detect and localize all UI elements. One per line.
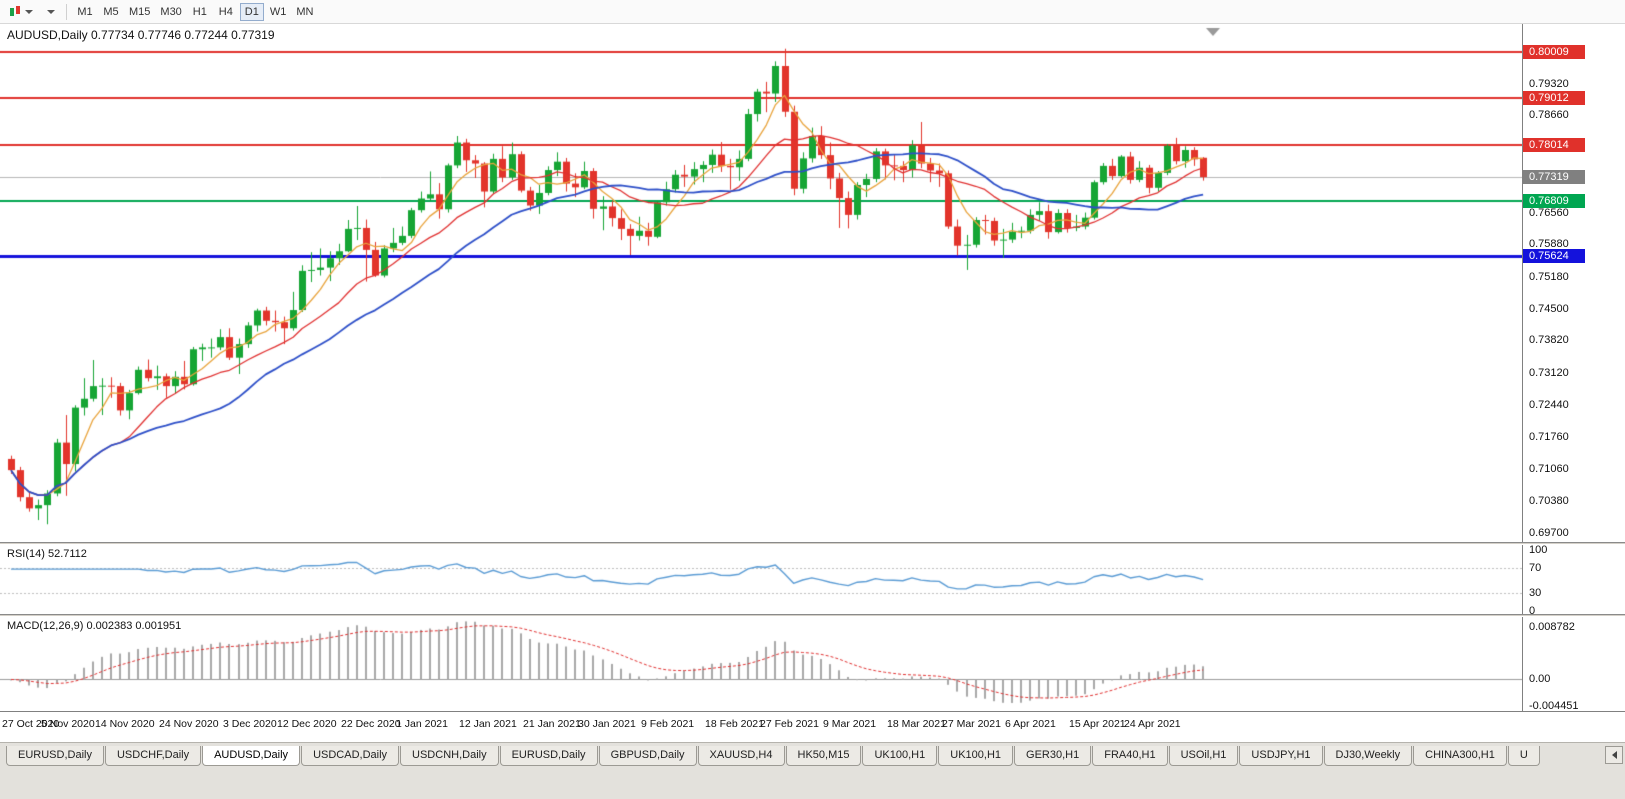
macd-axis-label: 0.00 [1529,673,1551,685]
time-axis-label: 27 Feb 2021 [760,718,819,730]
chart-tab-dj30-weekly[interactable]: DJ30,Weekly [1323,746,1413,766]
chart-tab-china300-h1[interactable]: CHINA300,H1 [1413,746,1507,766]
time-axis-label: 18 Mar 2021 [887,718,946,730]
rsi-axis-label: 30 [1529,587,1542,599]
chart-tab-row: EURUSD,Daily USDCHF,Daily AUDUSD,Daily USDC… [0,743,1625,769]
main-chart-canvas[interactable] [0,24,1522,542]
time-axis-label: 24 Apr 2021 [1124,718,1181,730]
time-axis-label: 9 Mar 2021 [823,718,877,730]
chart-tab-gbpusd-daily[interactable]: GBPUSD,Daily [598,746,697,766]
time-axis-label: 27 Oct 2020 [2,718,60,730]
chart-tab-u[interactable]: U [1507,746,1540,766]
caret-down-icon [47,9,55,14]
panel-separator[interactable] [0,614,1625,617]
chart-tab-audusd-daily[interactable]: AUDUSD,Daily [202,746,301,766]
chart-tab-usdchf-daily[interactable]: USDCHF,Daily [104,746,202,766]
price-line-label-0.80009[interactable]: 0.80009 [1523,45,1585,59]
price-axis-label: 0.71760 [1529,431,1569,443]
time-axis-label: 27 Mar 2021 [942,718,1001,730]
chart-type-button[interactable] [4,2,38,22]
chart-tab-usdcnh-daily[interactable]: USDCNH,Daily [400,746,499,766]
chart-tab-xauusd-h4[interactable]: XAUUSD,H4 [697,746,785,766]
chart-tab-ger30-h1[interactable]: GER30,H1 [1014,746,1092,766]
time-axis-label: 15 Apr 2021 [1069,718,1126,730]
chart-tab-uk100-h1[interactable]: UK100,H1 [938,746,1014,766]
chart-toolbar: M1 M5 M15 M30 H1 H4 D1 W1 MN [0,0,1625,24]
macd-canvas[interactable] [0,617,1522,711]
time-axis-label: 14 Nov 2020 [95,718,155,730]
timeframe-button-m5[interactable]: M5 [103,5,119,18]
timeframe-button-m15[interactable]: M15 [129,5,151,18]
timeframes-dropdown-button[interactable] [39,2,60,22]
caret-down-icon [25,9,33,14]
price-line-label-0.78014[interactable]: 0.78014 [1523,138,1585,152]
price-axis-label: 0.69700 [1529,527,1569,539]
time-axis[interactable]: 27 Oct 2020 5 Nov 2020 14 Nov 2020 24 Nov 2… [0,711,1625,742]
time-axis-label: 21 Jan 2021 [523,718,581,730]
chart-tab-usdcad-daily[interactable]: USDCAD,Daily [301,746,400,766]
tab-scroll-left-button[interactable] [1605,746,1623,764]
chart-title: AUDUSD,Daily 0.77734 0.77746 0.77244 0.7… [7,28,275,42]
chart-tab-bar: EURUSD,Daily USDCHF,Daily AUDUSD,Daily USDC… [0,742,1625,799]
chart-tab-fra40-h1[interactable]: FRA40,H1 [1092,746,1168,766]
timeframe-button-w1[interactable]: W1 [269,5,287,18]
rsi-axis-label: 100 [1529,544,1548,556]
rsi-axis-label: 0 [1529,605,1536,617]
toolbar-separator [66,3,67,20]
time-axis-label: 12 Jan 2021 [459,718,517,730]
price-line-label-0.76809[interactable]: 0.76809 [1523,194,1585,208]
time-axis-label: 3 Dec 2020 [223,718,277,730]
price-scale[interactable]: 0.79320 0.78660 0.76560 0.75880 0.75180 0.745… [1522,24,1625,712]
timeframe-button-m30[interactable]: M30 [160,5,182,18]
chart-tab-uk100-h1[interactable]: UK100,H1 [862,746,938,766]
chart-tab-usdjpy-h1[interactable]: USDJPY,H1 [1239,746,1323,766]
rsi-indicator-label: RSI(14) 52.7112 [7,548,87,560]
price-axis-label: 0.73120 [1529,367,1569,379]
price-axis-label: 0.79320 [1529,78,1569,90]
price-line-label-0.75624[interactable]: 0.75624 [1523,249,1585,263]
price-axis-label: 0.78660 [1529,109,1569,121]
timeframe-button-h4[interactable]: H4 [218,5,233,18]
timeframe-button-group: M1 M5 M15 M30 H1 H4 D1 W1 MN [72,2,318,21]
scroll-left-icon [1611,751,1617,759]
timeframe-button-mn[interactable]: MN [296,5,314,18]
chart-tab-hk50-m15[interactable]: HK50,M15 [785,746,862,766]
time-axis-label: 5 Nov 2020 [41,718,95,730]
timeframe-button-h1[interactable]: H1 [192,5,207,18]
chart-tab-eurusd-daily[interactable]: EURUSD,Daily [6,746,104,766]
time-axis-label: 9 Feb 2021 [641,718,695,730]
macd-indicator-label: MACD(12,26,9) 0.002383 0.001951 [7,620,182,632]
price-axis-label: 0.75880 [1529,238,1569,250]
time-axis-label: 24 Nov 2020 [159,718,219,730]
price-line-label-0.79012[interactable]: 0.79012 [1523,91,1585,105]
timeframe-button-m1[interactable]: M1 [77,5,93,18]
time-axis-label: 18 Feb 2021 [705,718,764,730]
candlestick-chart-icon [9,5,22,18]
time-axis-label: 22 Dec 2020 [341,718,401,730]
price-axis-label: 0.71060 [1529,463,1569,475]
price-axis-label: 0.73820 [1529,334,1569,346]
time-axis-label: 1 Jan 2021 [396,718,448,730]
chart-tab-usoil-h1[interactable]: USOil,H1 [1168,746,1239,766]
price-axis-label: 0.72440 [1529,399,1569,411]
time-axis-label: 30 Jan 2021 [578,718,636,730]
price-axis-label: 0.76560 [1529,207,1569,219]
chart-tab-eurusd-daily[interactable]: EURUSD,Daily [499,746,598,766]
macd-axis-label: 0.008782 [1529,621,1575,633]
price-axis-label: 0.75180 [1529,271,1569,283]
rsi-axis-label: 70 [1529,562,1542,574]
macd-axis-label: -0.004451 [1529,700,1579,712]
time-axis-label: 6 Apr 2021 [1005,718,1056,730]
panel-separator[interactable] [0,542,1625,545]
current-price-label: 0.77319 [1523,170,1585,184]
rsi-canvas[interactable] [0,545,1522,614]
price-axis-label: 0.70380 [1529,495,1569,507]
time-axis-label: 12 Dec 2020 [277,718,337,730]
timeframe-button-d1[interactable]: D1 [239,2,264,21]
price-axis-label: 0.74500 [1529,303,1569,315]
